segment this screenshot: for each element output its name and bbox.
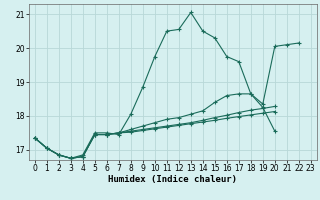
X-axis label: Humidex (Indice chaleur): Humidex (Indice chaleur) xyxy=(108,175,237,184)
